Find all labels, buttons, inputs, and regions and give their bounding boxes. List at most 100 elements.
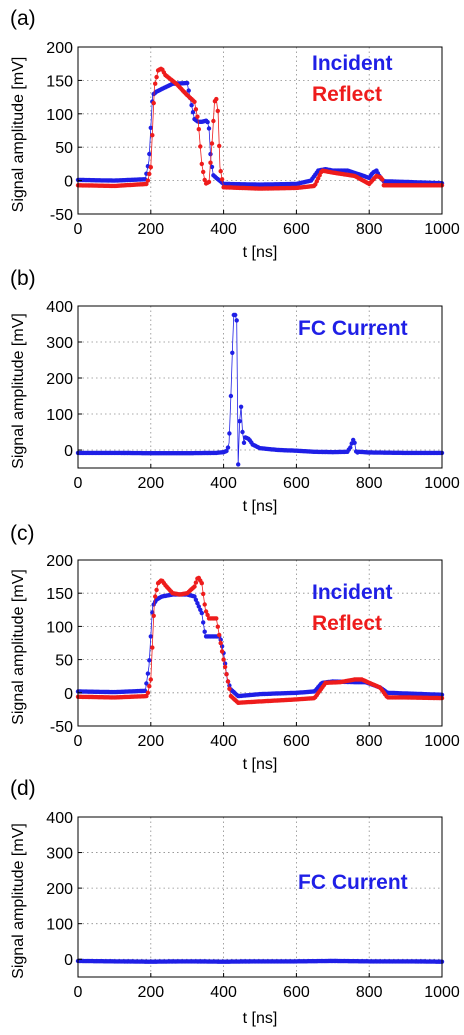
data-point bbox=[233, 312, 238, 318]
data-point bbox=[151, 613, 156, 618]
data-point bbox=[192, 594, 197, 599]
legend-entry-2: Reflect bbox=[312, 83, 382, 106]
y-tick-label: 200 bbox=[46, 40, 73, 57]
x-tick-label: 800 bbox=[356, 475, 383, 492]
x-tick-label: 800 bbox=[356, 984, 383, 1001]
data-point bbox=[241, 440, 247, 445]
y-tick-label: 200 bbox=[46, 371, 73, 388]
series-markers-1 bbox=[75, 312, 445, 467]
x-tick-label: 600 bbox=[283, 475, 310, 492]
y-tick-label: 100 bbox=[46, 917, 73, 934]
x-tick-label: 200 bbox=[137, 475, 164, 492]
data-point bbox=[144, 693, 149, 699]
chart-panel-b: FC Current 0 200 400 600 800 1000 0 100 200 300 400… bbox=[10, 267, 460, 515]
data-point bbox=[201, 591, 206, 597]
y-tick-label: 0 bbox=[64, 952, 73, 969]
data-point bbox=[209, 164, 215, 170]
y-axis-label: Signal amplitude [mV] bbox=[10, 57, 27, 213]
y-tick-label: 400 bbox=[46, 810, 73, 827]
data-point bbox=[352, 440, 357, 445]
data-point bbox=[219, 177, 225, 182]
y-axis-label: Signal amplitude [mV] bbox=[10, 313, 27, 469]
data-point bbox=[348, 445, 353, 450]
data-point bbox=[215, 108, 220, 114]
data-point bbox=[206, 126, 212, 131]
x-tick-label: 200 bbox=[137, 984, 164, 1001]
x-tick-label: 1000 bbox=[424, 221, 460, 238]
x-tick-label: 800 bbox=[356, 221, 383, 238]
x-tick-label: 200 bbox=[137, 733, 164, 750]
y-tick-label: 150 bbox=[46, 586, 73, 603]
x-tick-label: 0 bbox=[74, 733, 83, 750]
data-point bbox=[193, 580, 199, 585]
plot-area bbox=[78, 817, 442, 977]
data-point bbox=[147, 684, 152, 689]
y-tick-label: 150 bbox=[46, 73, 73, 90]
series-markers-1 bbox=[75, 958, 445, 964]
data-point bbox=[199, 610, 204, 616]
data-point bbox=[225, 679, 231, 684]
x-axis-label: t [ns] bbox=[243, 498, 278, 515]
data-point bbox=[224, 448, 229, 454]
x-axis-label: t [ns] bbox=[243, 1010, 278, 1027]
panel-label: (a) bbox=[10, 7, 36, 30]
y-tick-label: 50 bbox=[55, 653, 73, 670]
x-tick-label: 600 bbox=[283, 733, 310, 750]
data-point bbox=[230, 350, 235, 355]
x-tick-label: 400 bbox=[210, 984, 237, 1001]
data-point bbox=[221, 657, 226, 662]
data-point bbox=[380, 177, 385, 182]
data-point bbox=[193, 107, 199, 112]
legend-entry-1: FC Current bbox=[298, 871, 408, 894]
data-point bbox=[217, 632, 222, 638]
y-tick-label: 100 bbox=[46, 107, 73, 124]
data-point bbox=[145, 178, 151, 183]
y-axis-label: Signal amplitude [mV] bbox=[10, 569, 27, 725]
data-point bbox=[238, 404, 244, 409]
x-tick-label: 1000 bbox=[424, 984, 460, 1001]
data-point bbox=[203, 609, 209, 614]
data-point bbox=[225, 445, 231, 450]
data-point bbox=[227, 431, 232, 436]
data-point bbox=[215, 624, 220, 629]
data-point bbox=[192, 584, 197, 589]
data-point bbox=[240, 429, 245, 435]
x-tick-label: 600 bbox=[283, 221, 310, 238]
data-point bbox=[219, 649, 225, 654]
data-point bbox=[234, 318, 239, 323]
y-tick-label: 100 bbox=[46, 619, 73, 636]
data-point bbox=[145, 690, 151, 695]
data-point bbox=[148, 165, 153, 170]
data-point bbox=[195, 114, 200, 119]
data-point bbox=[195, 601, 200, 606]
y-tick-label: 0 bbox=[64, 174, 73, 191]
x-tick-label: 400 bbox=[210, 475, 237, 492]
plot-frame bbox=[77, 559, 443, 727]
x-tick-label: 0 bbox=[74, 984, 83, 1001]
data-point bbox=[150, 133, 155, 138]
x-tick-label: 1000 bbox=[424, 733, 460, 750]
y-tick-label: 0 bbox=[64, 443, 73, 460]
data-point bbox=[199, 161, 204, 167]
data-point bbox=[147, 658, 152, 663]
x-axis-label: t [ns] bbox=[243, 244, 278, 261]
x-tick-label: 0 bbox=[74, 221, 83, 238]
y-tick-label: 200 bbox=[46, 881, 73, 898]
data-point bbox=[145, 671, 151, 676]
x-axis-label: t [ns] bbox=[243, 756, 278, 773]
data-point bbox=[205, 612, 210, 618]
data-point bbox=[199, 581, 204, 586]
y-tick-label: 50 bbox=[55, 140, 73, 157]
x-tick-label: 200 bbox=[137, 221, 164, 238]
data-point bbox=[151, 100, 156, 106]
data-point bbox=[206, 179, 212, 185]
data-point bbox=[189, 103, 194, 108]
plot-area bbox=[78, 306, 442, 468]
data-point bbox=[227, 686, 232, 691]
data-point bbox=[148, 125, 153, 130]
x-tick-label: 800 bbox=[356, 733, 383, 750]
data-point bbox=[222, 664, 228, 670]
data-point bbox=[147, 151, 152, 157]
legend-entry-2: Reflect bbox=[312, 612, 382, 635]
